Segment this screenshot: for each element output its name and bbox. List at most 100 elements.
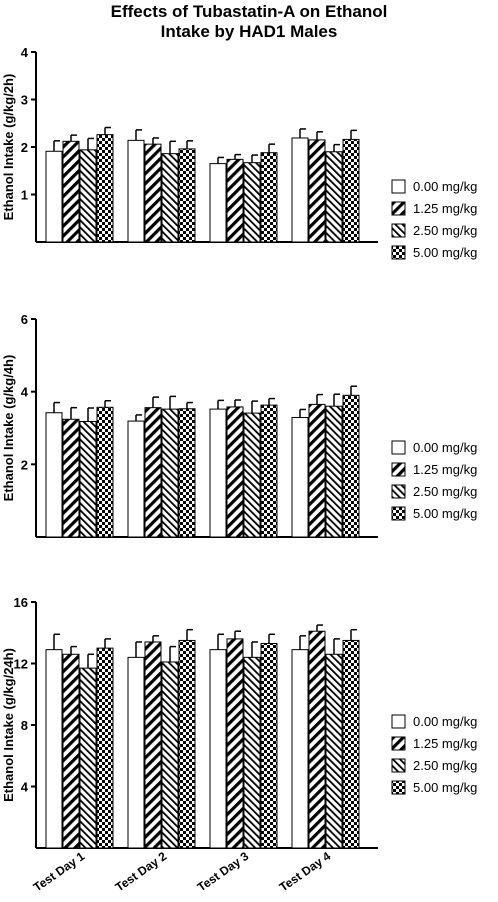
legend-swatch [391, 223, 406, 238]
bar [342, 639, 360, 849]
bar [209, 408, 227, 538]
bar [45, 649, 63, 849]
bar [127, 420, 145, 538]
legend-swatch [391, 462, 406, 477]
legend-swatch [391, 714, 406, 729]
y-tick-label: 4 [21, 45, 29, 60]
bar [79, 667, 97, 849]
legend-label: 1.25 mg/kg [413, 201, 477, 216]
bar [325, 653, 343, 849]
legend-label: 0.00 mg/kg [413, 714, 477, 729]
y-tick-label: 2 [21, 457, 28, 472]
legend-label: 2.50 mg/kg [413, 223, 477, 238]
figure-title: Effects of Tubastatin-A on Ethanol Intak… [0, 2, 498, 42]
bar [178, 639, 196, 849]
legend-swatch [391, 201, 406, 216]
bar [226, 158, 244, 243]
chart-panel-1: 1 2 3 4 Ethanol Intake (g/kg/2h) 0.00 mg/kg 1.… [1, 45, 477, 260]
bar [291, 649, 309, 849]
legend-label: 0.00 mg/kg [413, 440, 477, 455]
y-tick-label: 8 [21, 718, 28, 733]
legend: 0.00 mg/kg 1.25 mg/kg 2.50 mg/kg 5.00 mg/kg [391, 179, 477, 260]
bar [243, 162, 261, 243]
legend-swatch [391, 736, 406, 751]
legend-label: 0.00 mg/kg [413, 179, 477, 194]
bar [178, 408, 196, 538]
bar [308, 139, 326, 243]
bar [161, 408, 179, 538]
legend-swatch [391, 179, 406, 194]
legend-swatch [391, 506, 406, 521]
x-category-label: Test Day 3 [195, 849, 252, 895]
legend-label: 5.00 mg/kg [413, 245, 477, 260]
bar [144, 641, 162, 849]
bar [178, 148, 196, 243]
y-axis-label: Ethanol Intake (g/kg/2h) [1, 74, 16, 221]
bar [325, 151, 343, 243]
chart-panel-2: 2 4 6 Ethanol Intake (g/kg/4h) 0.00 mg/kg 1.2… [1, 312, 477, 538]
bar [342, 138, 360, 243]
bar [96, 406, 114, 538]
bar [243, 412, 261, 538]
legend-swatch [391, 245, 406, 260]
bar [161, 661, 179, 849]
legend-swatch [391, 780, 406, 795]
x-category-label: Test Day 1 [31, 849, 88, 895]
bar [62, 653, 80, 849]
bar [161, 153, 179, 243]
legend-label: 2.50 mg/kg [413, 758, 477, 773]
y-tick-label: 12 [14, 657, 28, 672]
bar [45, 412, 63, 538]
legend-label: 1.25 mg/kg [413, 462, 477, 477]
bar [79, 149, 97, 243]
bar [260, 152, 278, 243]
bar [226, 638, 244, 849]
bar [260, 643, 278, 849]
x-category-label: Test Day 4 [277, 849, 334, 895]
bar [96, 647, 114, 849]
bar [127, 656, 145, 849]
bar [308, 630, 326, 849]
legend-label: 1.25 mg/kg [413, 736, 477, 751]
y-tick-label: 4 [21, 780, 29, 795]
y-tick-label: 4 [21, 385, 29, 400]
bar [226, 406, 244, 538]
bar [243, 656, 261, 849]
y-tick-label: 3 [21, 93, 28, 108]
bar [45, 150, 63, 243]
bar [62, 418, 80, 538]
bar [209, 163, 227, 243]
title-line-2: Intake by HAD1 Males [160, 22, 338, 41]
bar [308, 403, 326, 538]
bar [144, 407, 162, 538]
x-category-label: Test Day 2 [113, 849, 170, 895]
y-tick-label: 6 [21, 312, 28, 327]
y-tick-label: 2 [21, 140, 28, 155]
bar [62, 140, 80, 243]
bar [260, 404, 278, 538]
y-tick-label: 1 [21, 188, 28, 203]
legend-label: 5.00 mg/kg [413, 506, 477, 521]
chart-panel-3: 4 8 12 16 Ethanol Intake (g/kg/24h) Test Day … [1, 595, 477, 894]
legend: 0.00 mg/kg 1.25 mg/kg 2.50 mg/kg 5.00 mg/kg [391, 440, 477, 521]
legend-swatch [391, 758, 406, 773]
legend: 0.00 mg/kg 1.25 mg/kg 2.50 mg/kg 5.00 mg/kg [391, 714, 477, 795]
y-tick-label: 16 [14, 595, 28, 610]
title-line-1: Effects of Tubastatin-A on Ethanol [110, 2, 388, 21]
legend-label: 5.00 mg/kg [413, 780, 477, 795]
bar [144, 143, 162, 243]
bar [291, 416, 309, 538]
y-axis-label: Ethanol Intake (g/kg/4h) [1, 355, 16, 502]
bar [342, 394, 360, 538]
bar [127, 139, 145, 243]
y-axis-label: Ethanol Intake (g/kg/24h) [1, 648, 16, 802]
bar [325, 405, 343, 538]
bar [79, 420, 97, 538]
bar [96, 134, 114, 243]
legend-swatch [391, 484, 406, 499]
legend-label: 2.50 mg/kg [413, 484, 477, 499]
legend-swatch [391, 440, 406, 455]
bar [291, 137, 309, 243]
bar [209, 649, 227, 849]
